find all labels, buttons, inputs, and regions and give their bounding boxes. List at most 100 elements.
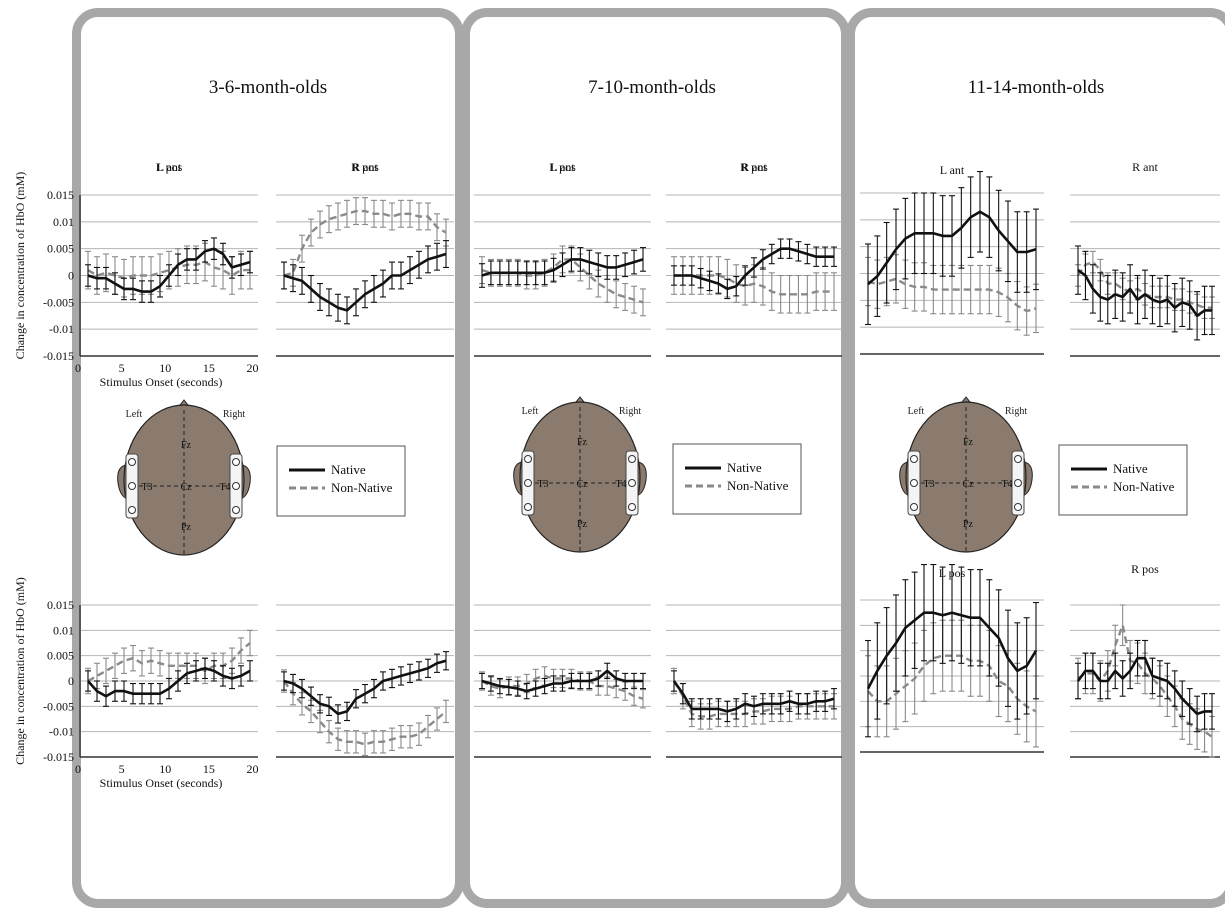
head-label-right-p1: Right (619, 406, 641, 417)
head-label-cz-p2: Cz (962, 479, 974, 490)
head-label-t3-p0: T3 (141, 482, 152, 493)
head-label-right-p2: Right (1005, 406, 1027, 417)
x-tick-label-p0-l-pos-2: 10 (159, 762, 171, 776)
y-axis-label-p0-l-ant: Change in concentration of HbO (mM) (13, 172, 27, 360)
x-tick-label-p0-l-pos-3: 15 (203, 762, 215, 776)
optode-right-1-p0 (232, 482, 240, 490)
series-line-nonnative-p0-r-ant (283, 209, 447, 277)
x-tick-label-p0-l-pos-4: 20 (246, 762, 258, 776)
y-tick-label-p0-l-pos-3: 0 (68, 674, 74, 688)
series-line-native-p1-r-ant (674, 247, 834, 291)
head-label-fz-p0: Fz (181, 440, 192, 451)
optode-left-1-p1 (524, 479, 532, 487)
figure: 3-6-month-olds 7-10-month-olds 11-14-mon… (13, 8, 1225, 908)
y-tick-label-p0-l-pos-5: -0.01 (49, 725, 74, 739)
y-tick-label-p0-l-pos-1: 0.01 (53, 623, 74, 637)
plot-label-p2-r-ant: R ant (1132, 160, 1158, 174)
series-line-native-p0-r-ant (283, 252, 447, 312)
head-label-t3-p2: T3 (923, 479, 934, 490)
head-label-t4-p0: T4 (219, 482, 230, 493)
y-tick-label-p0-l-ant-2: 0.005 (47, 242, 74, 256)
series-line-native-p2-l-ant (867, 210, 1037, 286)
x-tick-label-p0-l-pos-0: 0 (75, 762, 81, 776)
plot-label-p0-l-ant: L ant (157, 160, 182, 174)
plot-label-p0-l-pos: L pos (156, 160, 183, 174)
y-tick-label-p0-l-ant-4: -0.005 (43, 295, 74, 309)
y-tick-label-p0-l-pos-2: 0.005 (47, 649, 74, 663)
head-label-fz-p2: Fz (963, 437, 974, 448)
series-line-native-p2-l-pos (866, 611, 1038, 690)
plot-label-p0-r-ant: R ant (352, 160, 378, 174)
y-tick-label-p0-l-ant-3: 0 (68, 269, 74, 283)
optode-left-2-p1 (524, 503, 532, 511)
legend-label-native-p1: Native (727, 460, 762, 475)
x-tick-label-p0-l-ant-4: 20 (246, 361, 258, 375)
plot-label-p1-l-ant: L ant (550, 160, 575, 174)
series-line-native-p1-r-pos (672, 680, 835, 713)
optode-left-0-p1 (524, 455, 532, 463)
y-tick-label-p0-l-pos-4: -0.005 (43, 699, 74, 713)
optode-left-2-p0 (128, 506, 136, 514)
optode-right-1-p2 (1014, 479, 1022, 487)
optode-left-1-p0 (128, 482, 136, 490)
y-tick-label-p0-l-ant-1: 0.01 (53, 215, 74, 229)
x-axis-label-p0-l-ant: Stimulus Onset (seconds) (100, 375, 223, 389)
head-label-left-p1: Left (522, 406, 539, 417)
optode-left-2-p2 (910, 503, 918, 511)
optode-right-0-p2 (1014, 455, 1022, 463)
legend-box-p1 (672, 443, 802, 515)
head-label-left-p2: Left (908, 406, 925, 417)
x-tick-label-p0-l-ant-2: 10 (159, 361, 171, 375)
x-tick-label-p0-l-ant-1: 5 (119, 361, 125, 375)
head-label-cz-p1: Cz (576, 479, 588, 490)
plot-label-p2-l-ant: L ant (940, 163, 965, 177)
legend-box-p0 (276, 445, 406, 517)
optode-right-1-p1 (628, 479, 636, 487)
series-line-native-p0-l-ant (87, 247, 251, 293)
optode-right-0-p0 (232, 458, 240, 466)
legend-label-nonnative-p1: Non-Native (727, 478, 789, 493)
legend-label-native-p2: Native (1113, 461, 1148, 476)
optode-right-0-p1 (628, 455, 636, 463)
y-axis-label-p0-l-pos: Change in concentration of HbO (mM) (13, 577, 27, 765)
series-line-nonnative-p2-l-ant (867, 277, 1037, 313)
plot-label-p1-r-pos: R pos (740, 160, 768, 174)
series-line-native-p1-l-pos (481, 669, 643, 693)
plot-label-p1-r-ant: R ant (741, 160, 767, 174)
y-tick-label-p0-l-pos-6: -0.015 (43, 750, 74, 764)
legend-label-nonnative-p2: Non-Native (1113, 479, 1175, 494)
panel-title-11-14: 11-14-month-olds (967, 77, 1105, 98)
panel-title-3-6: 3-6-month-olds (208, 77, 328, 98)
x-tick-label-p0-l-pos-1: 5 (119, 762, 125, 776)
head-label-pz-p2: Pz (963, 519, 974, 530)
plot-label-p1-l-pos: L pos (549, 160, 576, 174)
plot-label-p2-r-pos: R pos (1131, 562, 1159, 576)
optode-right-2-p0 (232, 506, 240, 514)
series-line-native-p1-l-ant (481, 258, 644, 277)
optode-left-0-p0 (128, 458, 136, 466)
legend-box-p2 (1058, 444, 1188, 516)
legend-label-native-p0: Native (331, 462, 366, 477)
optode-right-2-p2 (1014, 503, 1022, 511)
optode-right-2-p1 (628, 503, 636, 511)
panel-title-7-10: 7-10-month-olds (588, 77, 716, 98)
optode-left-1-p2 (910, 479, 918, 487)
x-tick-label-p0-l-ant-3: 15 (203, 361, 215, 375)
x-tick-label-p0-l-ant-0: 0 (75, 361, 81, 375)
series-line-native-p2-r-ant (1077, 269, 1212, 318)
head-label-t3-p1: T3 (537, 479, 548, 490)
head-label-pz-p1: Pz (577, 519, 588, 530)
y-tick-label-p0-l-ant-6: -0.015 (43, 349, 74, 363)
y-tick-label-p0-l-ant-0: 0.015 (47, 188, 74, 202)
series-line-native-p2-r-pos (1076, 656, 1212, 716)
legend-label-nonnative-p0: Non-Native (331, 480, 393, 495)
head-label-right-p0: Right (223, 409, 245, 420)
x-axis-label-p0-l-pos: Stimulus Onset (seconds) (100, 776, 223, 790)
y-tick-label-p0-l-ant-5: -0.01 (49, 322, 74, 336)
head-label-t4-p1: T4 (615, 479, 626, 490)
head-label-pz-p0: Pz (181, 522, 192, 533)
head-label-left-p0: Left (126, 409, 143, 420)
head-label-fz-p1: Fz (577, 437, 588, 448)
series-line-native-p0-l-pos (87, 666, 251, 698)
